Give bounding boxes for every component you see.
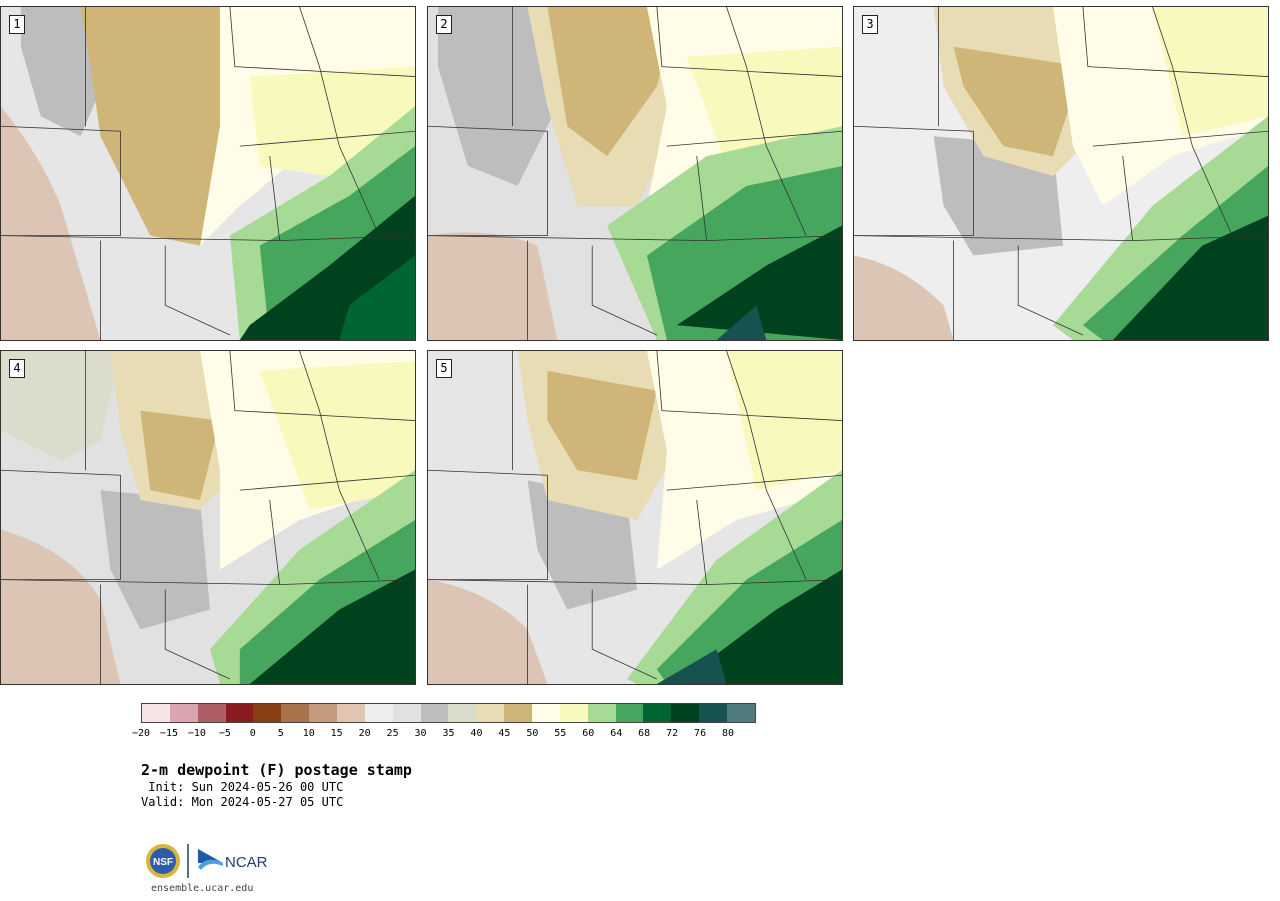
colorbar-swatch [727,704,755,722]
nsf-logo-text: NSF [153,857,173,868]
colorbar-swatch [699,704,728,722]
dewpoint-map-5 [428,351,842,684]
colorbar-tick-label: 50 [526,728,539,739]
dewpoint-map-4 [1,351,415,684]
nsf-ncar-logo: NSF NCAR [146,844,268,878]
dewpoint-colorbar [141,703,756,723]
colorbar-swatch [197,704,226,722]
colorbar-swatch [532,704,560,722]
member-number-label: 2 [436,15,452,34]
colorbar-tick-label: 30 [414,728,427,739]
colorbar-swatch [420,704,449,722]
colorbar-tick-label: 60 [582,728,595,739]
colorbar-tick-label: 64 [610,728,623,739]
dewpoint-map-2 [428,7,842,340]
colorbar-swatch [392,704,421,722]
member-number-label: 3 [862,15,878,34]
colorbar-swatch [504,704,533,722]
colorbar-swatch [364,704,393,722]
colorbar-tick-label: 80 [722,728,735,739]
colorbar-tick-label: −10 [187,728,206,739]
website-url: ensemble.ucar.edu [151,883,254,894]
colorbar-tick-label: 72 [666,728,679,739]
ensemble-member-map-3: 3 [853,6,1269,341]
colorbar-tick-label: 55 [554,728,567,739]
colorbar-swatch [671,704,700,722]
colorbar-tick-label: −20 [131,728,151,739]
ncar-mark-icon [198,849,223,863]
colorbar-tick-label: 76 [694,728,707,739]
colorbar-swatch [587,704,616,722]
ensemble-member-map-4: 4 [0,350,416,685]
colorbar-swatch [281,704,310,722]
member-number-label: 4 [9,359,25,378]
colorbar-tick-label: 40 [470,728,483,739]
colorbar-tick-label: 45 [498,728,511,739]
colorbar-swatch [225,704,254,722]
colorbar-swatch [448,704,477,722]
colorbar-swatch [559,704,588,722]
colorbar-swatch [309,704,338,722]
dewpoint-map-1 [1,7,415,340]
colorbar-swatch [615,704,644,722]
figure-title: 2-m dewpoint (F) postage stamp [141,761,412,779]
member-number-label: 5 [436,359,452,378]
ncar-logo-text: NCAR [225,854,268,871]
colorbar-swatch [337,704,365,722]
ensemble-member-map-1: 1 [0,6,416,341]
colorbar-tick-label: 25 [386,728,399,739]
colorbar-tick-label: 5 [277,728,284,739]
init-time: Init: Sun 2024-05-26 00 UTC [141,780,344,794]
colorbar-swatch [142,704,170,722]
colorbar-tick-labels: −20 −15 −10 −5 0 5 10 15 20 25 30 35 40 45 50 55 60 64 68 7… [132,728,756,742]
colorbar-tick-label: 10 [302,728,315,739]
colorbar-tick-label: −5 [218,728,231,739]
colorbar-tick-label: 0 [249,728,256,739]
colorbar-swatch [476,704,505,722]
valid-time: Valid: Mon 2024-05-27 05 UTC [141,795,344,809]
colorbar-tick-label: 20 [358,728,371,739]
colorbar-tick-label: 68 [638,728,651,739]
colorbar-tick-label: 35 [442,728,455,739]
colorbar-tick-label: 15 [330,728,343,739]
member-number-label: 1 [9,15,25,34]
dewpoint-map-3 [854,7,1268,340]
colorbar-swatch [169,704,198,722]
ensemble-member-map-5: 5 [427,350,843,685]
colorbar-swatch [643,704,672,722]
colorbar-tick-label: −15 [159,728,178,739]
colorbar-swatch [253,704,282,722]
ensemble-member-map-2: 2 [427,6,843,341]
